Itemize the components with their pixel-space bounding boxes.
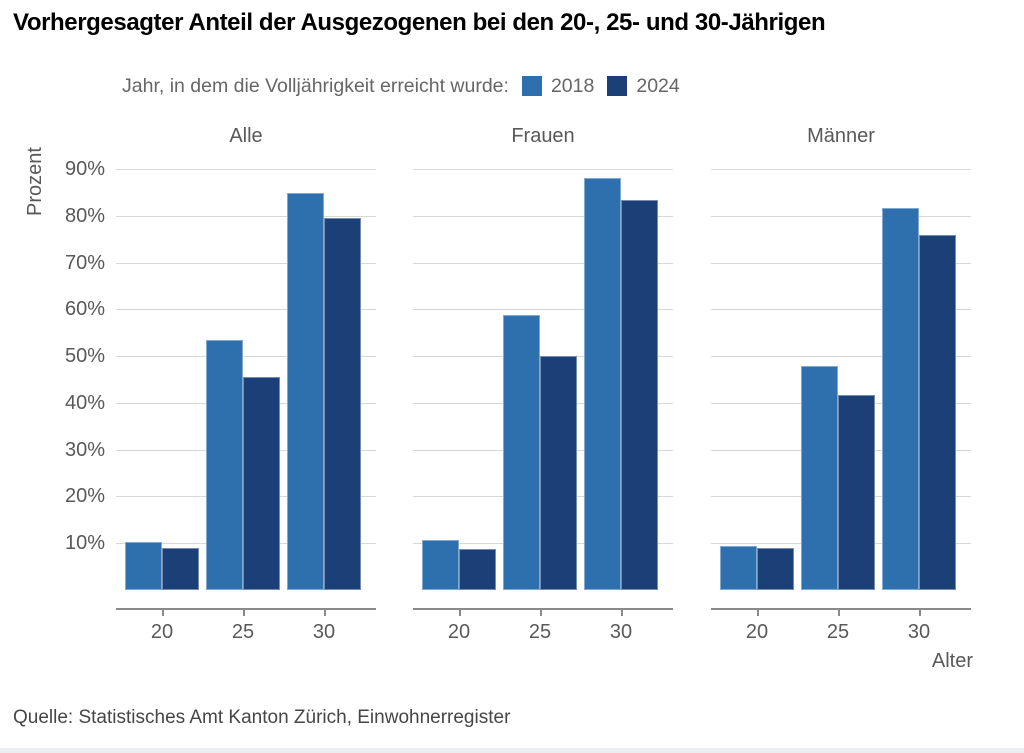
gridline	[413, 215, 673, 217]
gridline	[711, 169, 971, 171]
gridline	[413, 169, 673, 171]
plot-area	[116, 155, 376, 590]
bar-2024-age-30[interactable]	[621, 200, 658, 590]
legend-swatch-2018	[521, 76, 542, 96]
gridline	[711, 262, 971, 264]
facet-title: Alle	[229, 125, 263, 147]
bar-2024-age-20[interactable]	[757, 547, 794, 590]
x-tick	[324, 610, 326, 616]
gridline	[413, 262, 673, 264]
legend-item-label: 2024	[636, 74, 680, 97]
bar-2018-age-20[interactable]	[125, 542, 162, 590]
bar-2018-age-25[interactable]	[801, 365, 838, 590]
gridline	[711, 309, 971, 311]
gridline	[116, 309, 376, 311]
plot-area	[711, 155, 971, 590]
x-tick-label: 20	[447, 621, 471, 643]
gridline	[116, 262, 376, 264]
x-tick-label: 30	[312, 621, 336, 643]
gridline	[116, 169, 376, 171]
x-axis-line	[711, 608, 971, 610]
x-tick	[621, 610, 623, 616]
bar-2024-age-25[interactable]	[243, 376, 280, 590]
legend-swatch-2024	[607, 76, 628, 96]
bar-2024-age-30[interactable]	[324, 218, 361, 590]
x-tick	[757, 610, 759, 616]
bar-2024-age-25[interactable]	[540, 356, 577, 590]
x-tick	[459, 610, 461, 616]
gridline	[116, 356, 376, 358]
gridline	[413, 309, 673, 311]
x-tick-label: 25	[528, 621, 552, 643]
bar-2018-age-20[interactable]	[422, 540, 459, 590]
y-tick-label: 80%	[64, 204, 105, 227]
y-tick-label: 30%	[64, 438, 105, 461]
x-tick	[540, 610, 542, 616]
gridline	[711, 356, 971, 358]
gridline	[116, 215, 376, 217]
x-axis-title: Alter	[931, 650, 973, 672]
x-tick-label: 25	[231, 621, 255, 643]
x-tick-label: 20	[745, 621, 769, 643]
x-axis-line	[116, 608, 376, 610]
x-tick-label: 20	[150, 621, 174, 643]
facet-Alle: Alle 20 25 30	[116, 120, 376, 680]
x-tick-label: 25	[826, 621, 850, 643]
bar-2024-age-25[interactable]	[838, 395, 875, 590]
x-tick	[919, 610, 921, 616]
chart-title: Vorhergesagter Anteil der Ausgezogenen b…	[13, 9, 826, 36]
x-tick-label: 30	[609, 621, 633, 643]
y-tick-label: 10%	[64, 532, 105, 555]
x-tick	[243, 610, 245, 616]
x-axis-line	[413, 608, 673, 610]
bottom-divider	[0, 748, 1024, 753]
x-tick	[162, 610, 164, 616]
bar-2018-age-20[interactable]	[720, 545, 757, 590]
x-tick	[838, 610, 840, 616]
facet-title: Männer	[807, 125, 875, 147]
bar-2018-age-30[interactable]	[584, 178, 621, 590]
legend-item-2018[interactable]: 2018	[521, 74, 595, 98]
facet-title: Frauen	[511, 125, 575, 147]
bar-2018-age-25[interactable]	[206, 340, 243, 590]
y-tick-label: 40%	[64, 391, 105, 414]
bar-2024-age-30[interactable]	[919, 234, 956, 590]
y-tick-label: 60%	[64, 298, 105, 321]
bar-2018-age-30[interactable]	[882, 208, 919, 590]
y-tick-label: 70%	[64, 251, 105, 274]
legend: Jahr, in dem die Volljährigkeit erreicht…	[122, 74, 680, 98]
legend-item-label: 2018	[550, 74, 595, 97]
x-tick-label: 30	[907, 621, 931, 643]
bar-2024-age-20[interactable]	[459, 548, 496, 590]
facet-Männer: Männer 20 25 30	[711, 120, 971, 680]
gridline	[711, 215, 971, 217]
legend-label: Jahr, in dem die Volljährigkeit erreicht…	[122, 74, 509, 97]
bar-2018-age-30[interactable]	[287, 192, 324, 590]
legend-item-2024[interactable]: 2024	[607, 74, 680, 98]
plot-area	[413, 155, 673, 590]
y-tick-label: 50%	[64, 345, 105, 368]
y-tick-label: 20%	[64, 485, 105, 508]
bar-2018-age-25[interactable]	[503, 315, 540, 590]
facet-Frauen: Frauen 20 25 30	[413, 120, 673, 680]
source-note: Quelle: Statistisches Amt Kanton Zürich,…	[13, 707, 511, 728]
y-tick-label: 90%	[64, 158, 105, 181]
bar-2024-age-20[interactable]	[162, 547, 199, 590]
